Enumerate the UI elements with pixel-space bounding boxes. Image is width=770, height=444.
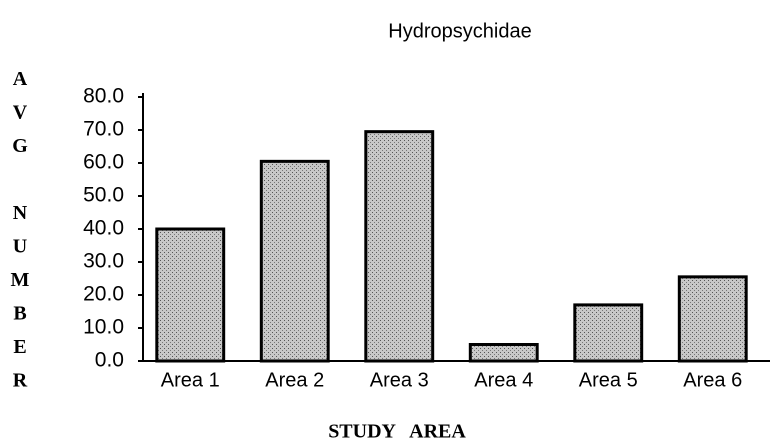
y-tick-label: 0.0 bbox=[95, 349, 124, 372]
x-tick-label: Area 3 bbox=[370, 369, 429, 391]
chart-title: Hydropsychidae bbox=[388, 20, 531, 42]
y-tick-label: 10.0 bbox=[83, 316, 124, 339]
x-tick-label: Area 4 bbox=[474, 369, 533, 391]
bar bbox=[364, 130, 435, 363]
bar bbox=[677, 275, 748, 363]
x-tick-label: Area 2 bbox=[265, 369, 324, 391]
bar bbox=[573, 303, 644, 363]
bar bbox=[155, 227, 226, 363]
y-tick-label: 50.0 bbox=[83, 184, 124, 207]
y-tick-label: 70.0 bbox=[83, 118, 124, 141]
y-tick-label: 30.0 bbox=[83, 250, 124, 273]
bar bbox=[259, 159, 330, 363]
y-tick-label: 40.0 bbox=[83, 217, 124, 240]
x-axis-label: STUDY AREA bbox=[328, 421, 466, 443]
y-tick-label: 20.0 bbox=[83, 283, 124, 306]
x-tick-label: Area 1 bbox=[161, 369, 220, 391]
bar bbox=[468, 343, 539, 363]
y-tick-label: 80.0 bbox=[83, 85, 124, 108]
x-tick-label: Area 5 bbox=[579, 369, 638, 391]
y-tick-label: 60.0 bbox=[83, 151, 124, 174]
x-tick-label: Area 6 bbox=[683, 369, 742, 391]
